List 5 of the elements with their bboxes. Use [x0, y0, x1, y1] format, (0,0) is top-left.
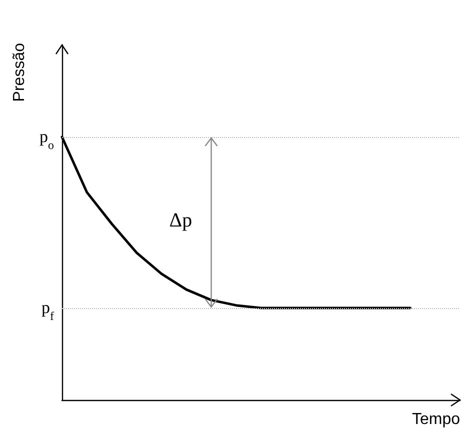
annotation: Δp	[169, 210, 192, 232]
x-axis-title: Tempo	[412, 411, 460, 428]
ref-line-label: p$_{o}$	[40, 127, 54, 152]
y-axis-title: Pressão	[11, 42, 28, 102]
ref-line-label: p$_{f}$	[42, 298, 54, 323]
